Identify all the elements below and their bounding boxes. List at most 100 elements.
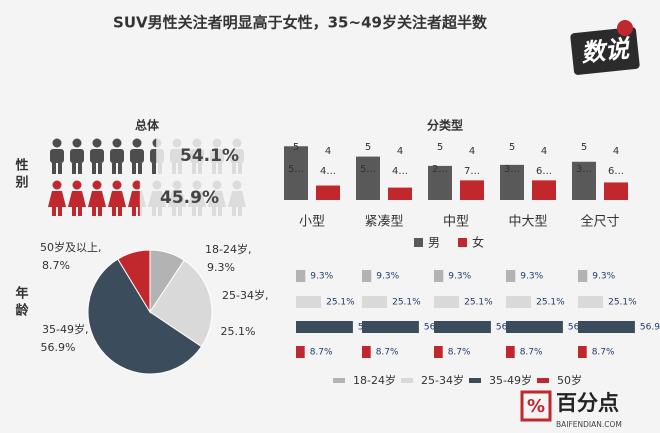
person-head: [152, 180, 162, 190]
slice-category: 18-24岁,: [205, 242, 251, 256]
person-leg: [172, 163, 176, 174]
person-body: [170, 149, 184, 163]
mini-bar: [296, 296, 322, 308]
logo-box: [570, 27, 640, 75]
bar-inner-label: 5...: [288, 164, 304, 175]
person-leg: [152, 205, 156, 216]
mini-bar-label: 56.9%: [640, 323, 660, 333]
bar-top-label: 5: [365, 142, 371, 153]
bar-top-label: 5: [581, 142, 587, 153]
person-body: [150, 149, 157, 163]
mini-bar: [506, 296, 532, 308]
person-head: [52, 138, 62, 148]
bar-top-label: 4: [469, 146, 475, 157]
person-head: [152, 138, 157, 148]
person-leg: [192, 163, 196, 174]
section-title: 分类型: [427, 118, 463, 133]
brand-icon: [520, 390, 552, 422]
mini-bar-label: 8.7%: [520, 348, 543, 358]
person-leg: [58, 205, 62, 216]
person-body: [148, 191, 166, 207]
mini-bar: [506, 270, 516, 282]
legend-swatch: [401, 378, 413, 383]
person-leg: [212, 163, 216, 174]
person-head: [232, 180, 242, 190]
x-tick-label: 中型: [443, 215, 469, 230]
value-label: 45.9%: [160, 188, 219, 208]
x-tick-label: 小型: [299, 215, 325, 230]
bar: [572, 161, 596, 200]
person-leg: [92, 163, 96, 174]
person-leg: [232, 205, 236, 216]
person-body: [190, 149, 204, 163]
value-label: 54.1%: [180, 146, 239, 166]
pie-slice: [117, 249, 151, 314]
bar-top-label: 4: [397, 146, 403, 157]
person-body: [208, 191, 226, 207]
bar: [388, 187, 412, 200]
mini-bar: [578, 296, 604, 308]
mini-bar-label: 9.3%: [448, 272, 471, 282]
person-leg: [238, 163, 242, 174]
person-head: [112, 180, 122, 190]
person-leg: [172, 205, 176, 216]
bar-top-label: 5: [509, 142, 515, 153]
mini-bar-label: 9.3%: [592, 272, 615, 282]
x-tick-label: 紧凑型: [364, 215, 403, 230]
person-body: [210, 149, 224, 163]
person-head: [192, 180, 202, 190]
person-leg: [78, 205, 82, 216]
pie-slice: [87, 258, 203, 375]
person-head: [232, 138, 242, 148]
brand-name: 百分点: [556, 391, 619, 415]
bar-inner-label: 5...: [360, 164, 376, 175]
person-leg: [232, 163, 236, 174]
mini-bar: [296, 270, 306, 282]
legend-label: 25-34岁: [421, 373, 464, 387]
person-head: [132, 180, 140, 190]
x-tick-label: 中大型: [508, 215, 547, 230]
brand-url: BAIFENDIAN.COM: [556, 420, 622, 429]
legend-label: 35-49岁: [489, 373, 532, 387]
slice-value: 8.7%: [42, 259, 70, 272]
person-leg: [72, 163, 76, 174]
icon-row: [48, 180, 140, 216]
person-body: [50, 149, 64, 163]
person-body: [130, 149, 144, 163]
legend-swatch: [333, 378, 345, 383]
mini-bar: [578, 270, 588, 282]
person-leg: [112, 163, 116, 174]
mini-bar-label: 25.1%: [464, 298, 493, 308]
person-leg: [112, 205, 116, 216]
section-title: 总体: [135, 118, 160, 133]
mini-bar: [362, 270, 372, 282]
person-leg: [78, 163, 82, 174]
mini-bar: [506, 321, 563, 333]
mini-bar: [578, 346, 587, 358]
mini-bar-label: 8.7%: [310, 348, 333, 358]
person-leg: [218, 205, 222, 216]
legend-label: 女: [472, 235, 484, 250]
person-body: [88, 191, 106, 207]
legend-swatch: [537, 378, 549, 383]
bar-inner-label: 7...: [464, 166, 480, 177]
person-leg: [58, 163, 62, 174]
bar: [500, 164, 524, 200]
mini-bar-label: 25.1%: [608, 298, 637, 308]
person-leg: [118, 205, 122, 216]
legend-label: 男: [428, 236, 440, 250]
mini-bar-label: 25.1%: [536, 298, 565, 308]
axis-label: 性别: [13, 157, 30, 192]
person-head: [52, 180, 62, 190]
person-body: [108, 191, 126, 207]
person-head: [172, 180, 182, 190]
mini-bar: [296, 321, 353, 333]
bar: [356, 156, 380, 200]
logo-bubble: [617, 20, 633, 36]
person-leg: [138, 163, 142, 174]
bar-inner-label: 6...: [536, 166, 552, 177]
person-head: [92, 180, 102, 190]
mini-bar-label: 9.3%: [520, 272, 543, 282]
person-leg: [98, 205, 102, 216]
